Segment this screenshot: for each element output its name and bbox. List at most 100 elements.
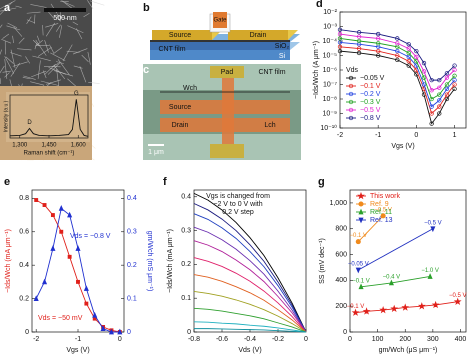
nanotube [34, 43, 37, 50]
y-tick-label: 10⁻⁶ [323, 67, 337, 74]
nanotube [5, 56, 14, 64]
pad-label: Pad [221, 69, 234, 76]
nanotube [44, 40, 49, 53]
marker [406, 59, 411, 64]
marker [337, 40, 343, 45]
nanotube [81, 54, 89, 62]
marker [337, 44, 343, 49]
nanotube [87, 51, 91, 65]
marker [379, 305, 388, 314]
nanotube [10, 49, 16, 68]
legend-title: Vds [346, 67, 359, 74]
film-label: CNT film [258, 69, 285, 76]
annotation: Vds = −50 mV [38, 315, 83, 322]
marker [67, 211, 73, 218]
marker [388, 279, 394, 286]
oxide-label: SiO₂ [275, 43, 290, 50]
marker [58, 205, 64, 211]
marker [421, 82, 427, 87]
nanotube [0, 0, 16, 10]
marker [444, 86, 450, 92]
series-line [193, 192, 307, 333]
nanotube [7, 22, 18, 29]
nanotube [4, 56, 15, 74]
marker [429, 121, 434, 126]
nanotube [12, 61, 28, 67]
x-tick-label: 0 [348, 336, 352, 343]
marker [358, 283, 364, 290]
gate [213, 12, 227, 28]
y-tick-label: 10⁻⁴ [323, 38, 338, 45]
nanotube [1, 38, 12, 44]
gate-overlay [222, 78, 234, 144]
marker [34, 198, 39, 202]
nanotube [37, 47, 52, 57]
panel-letter: a [4, 2, 11, 14]
nanotube [0, 77, 2, 84]
nanotube [35, 39, 47, 56]
marker [348, 83, 354, 89]
point-label: −0.1 V [352, 278, 370, 284]
marker [351, 308, 360, 316]
y2-axis-label: gm/Wch (mS μm⁻¹) [146, 231, 153, 292]
film-label: CNT film [158, 46, 185, 53]
y-axis-label: SS (mV dec⁻¹) [319, 238, 326, 284]
nanotube [87, 0, 94, 10]
y-tick-label: 0.2 [181, 261, 191, 268]
marker [395, 48, 400, 54]
y-tick-label: 0.8 [19, 195, 29, 202]
marker [355, 267, 361, 274]
nanotube [30, 81, 45, 86]
marker [421, 75, 427, 80]
y2-tick-label: 0.4 [127, 195, 137, 202]
sem-image [0, 0, 92, 86]
marker [414, 48, 419, 54]
nanotube [48, 67, 66, 75]
legend-label: This work [370, 193, 400, 200]
y-tick-label: 600 [335, 251, 347, 258]
marker [337, 48, 343, 54]
nanotube [72, 21, 79, 26]
y-tick-label: 10⁻⁹ [323, 110, 337, 117]
nanotube [56, 69, 60, 88]
marker [84, 301, 89, 306]
x-tick-label: 0 [304, 336, 308, 343]
series-line [193, 321, 307, 333]
marker [452, 77, 457, 83]
x-tick-label: 1 [453, 132, 457, 139]
point-label: −0.4 V [383, 275, 401, 281]
nanotube [53, 47, 63, 54]
y-tick-label: 10⁻³ [323, 23, 337, 30]
y-tick-label: 400 [335, 277, 347, 284]
nanotube [0, 49, 3, 56]
series-line [193, 203, 307, 333]
marker [362, 307, 371, 315]
y-axis-label: Intensity (a.u.) [3, 100, 9, 132]
y-tick-label: 0.6 [19, 229, 29, 236]
marker [356, 34, 362, 39]
marker [437, 92, 442, 97]
point-label: D [27, 120, 32, 126]
marker [33, 295, 39, 301]
nanotube [67, 25, 84, 34]
marker [42, 278, 48, 285]
scale-bar [148, 144, 164, 146]
annotation: Vds = −0.8 V [70, 233, 111, 240]
pad [210, 144, 244, 158]
nanotube [0, 24, 3, 29]
point-label: −0.05 V [348, 262, 369, 268]
marker [357, 191, 365, 200]
scale-bar-label: 1 μm [148, 149, 164, 156]
series-line [9, 99, 89, 137]
marker [356, 30, 362, 35]
panel-letter: b [143, 2, 150, 14]
nanotube [15, 5, 22, 8]
x-tick-label: 0 [414, 132, 418, 139]
x-tick-label: -0.6 [216, 336, 228, 343]
marker [376, 48, 381, 54]
annotation: 0.2 V step [222, 209, 254, 216]
y2-tick-label: 0.1 [127, 295, 137, 302]
legend-label: −0.05 V [360, 75, 385, 82]
panel-letter: f [163, 176, 167, 188]
nanotube [49, 44, 54, 53]
